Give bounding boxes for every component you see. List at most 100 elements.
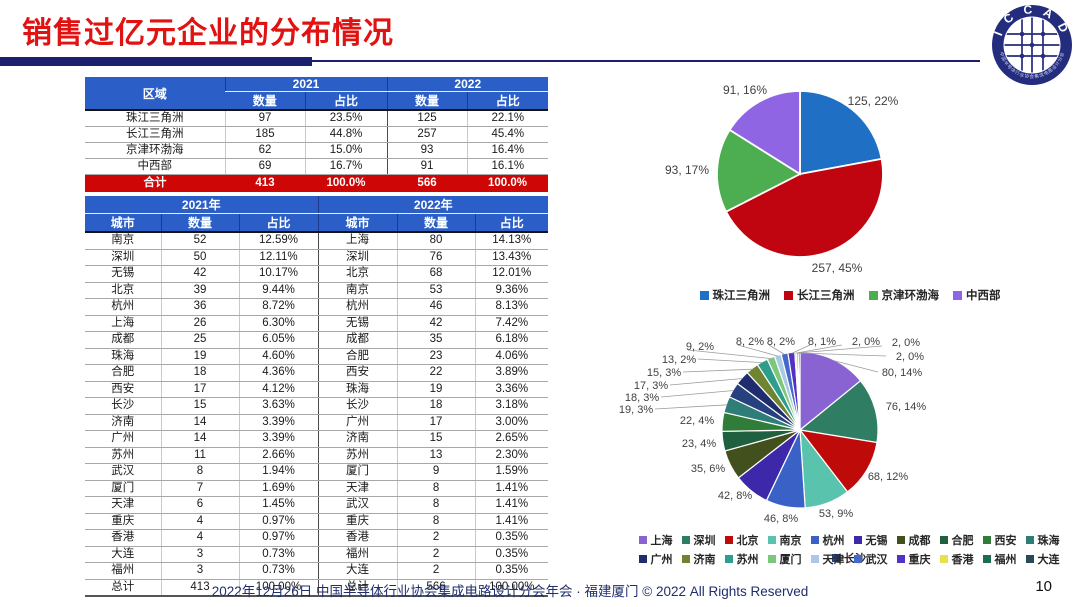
pie-data-label: 2, 0% <box>852 336 880 348</box>
table-cell: 济南 <box>85 414 161 431</box>
legend-item-京津环渤海: 京津环渤海 <box>868 287 940 303</box>
legend-label: 大连 <box>1037 554 1060 566</box>
table-cell: 南京 <box>317 282 398 299</box>
table-cell: 京津环渤海 <box>85 142 225 159</box>
col-subheader: 数量 <box>386 91 468 110</box>
table-cell: 13 <box>396 447 476 464</box>
pie-data-label: 8, 2% <box>767 336 795 348</box>
col-header-2022: 2022 <box>386 77 549 92</box>
city-pie-legend-row1: 上海深圳北京南京杭州无锡成都合肥西安珠海长沙 <box>618 532 1080 566</box>
city-table-row: 大连 3 0.73% 福州 2 0.35% <box>85 546 549 563</box>
table-cell: 2 <box>396 546 476 563</box>
iccad-logo: I C C A D 中国半导体行业协会集成电路设计分会 <box>991 3 1072 85</box>
legend-swatch-icon <box>810 555 819 563</box>
table-cell: 14 <box>160 414 239 431</box>
city-table-row: 杭州 36 8.72% 杭州 46 8.13% <box>85 298 549 316</box>
pie-data-label: 80, 14% <box>882 367 923 379</box>
pie-data-label: 18, 3% <box>625 392 659 404</box>
table-cell: 100.0% <box>305 174 388 192</box>
legend-label: 重庆 <box>908 554 931 566</box>
city-table-row: 天津 6 1.45% 武汉 8 1.41% <box>85 496 549 514</box>
legend-label: 南京 <box>779 535 802 547</box>
col-subheader: 数量 <box>225 91 305 110</box>
table-cell: 福州 <box>85 562 161 580</box>
table-cell: 3.39% <box>238 430 319 448</box>
page-title: 销售过亿元企业的分布情况 <box>22 17 394 50</box>
table-cell: 3.63% <box>238 397 319 415</box>
table-cell: 重庆 <box>85 513 161 530</box>
legend-item-西安: 西安 <box>982 532 1017 548</box>
region-distribution-table: 区域 2021 2022 数量 占比 数量 占比 珠江三角洲 97 23.5% 125 22.1%… <box>85 77 549 192</box>
pie-label-leader-line <box>697 358 763 363</box>
table-cell: 2.65% <box>474 430 549 448</box>
legend-item-珠江三角洲: 珠江三角洲 <box>699 287 770 303</box>
region-table-row: 珠江三角洲 97 23.5% 125 22.1% <box>85 109 549 127</box>
logo-circuit-dots <box>1019 31 1046 59</box>
table-cell: 香港 <box>85 529 161 547</box>
pie-slice-珠江三角洲 <box>799 90 883 176</box>
city-table-row: 广州 14 3.39% 济南 15 2.65% <box>85 430 549 448</box>
table-cell: 185 <box>224 126 305 143</box>
pie-data-label: 22, 4% <box>680 415 714 427</box>
table-cell: 23 <box>396 348 476 365</box>
legend-label: 厦门 <box>779 554 802 566</box>
table-cell: 天津 <box>85 496 161 514</box>
city-table-row: 合肥 18 4.36% 西安 22 3.89% <box>85 364 549 382</box>
col-header-2021-year: 2021年 <box>85 196 319 214</box>
table-cell: 16.4% <box>466 142 549 159</box>
city-table-row: 深圳 50 12.11% 深圳 76 13.43% <box>85 249 549 266</box>
col-subheader: 城市 <box>317 213 398 232</box>
legend-item-成都: 成都 <box>896 532 931 548</box>
legend-swatch-icon <box>853 555 862 563</box>
legend-label: 京津环渤海 <box>881 290 940 302</box>
legend-swatch-icon <box>724 555 733 563</box>
table-cell: 42 <box>396 315 476 332</box>
city-table-row: 苏州 11 2.66% 苏州 13 2.30% <box>85 447 549 464</box>
legend-item-南京: 南京 <box>767 532 802 548</box>
table-cell: 100.00% <box>474 579 549 597</box>
legend-swatch-icon <box>896 536 905 544</box>
table-cell: 1.59% <box>474 463 549 481</box>
legend-item-无锡: 无锡 <box>853 532 888 548</box>
table-cell: 西安 <box>85 381 161 398</box>
table-cell: 80 <box>396 231 476 250</box>
table-cell: 14.13% <box>474 231 549 250</box>
table-cell: 100.0% <box>467 174 549 192</box>
city-distribution-table: 2021年 2022年 城市 数量 占比 城市 数量 占比 南京 52 12.59% 上海 80 14.… <box>85 196 549 597</box>
table-cell: 2.66% <box>238 447 319 464</box>
table-cell: 0.73% <box>238 562 319 580</box>
table-cell: 3.18% <box>474 397 549 415</box>
table-cell: 深圳 <box>317 249 398 266</box>
table-cell: 厦门 <box>317 463 398 481</box>
pie-data-label: 9, 2% <box>686 341 714 353</box>
table-cell: 4.06% <box>474 348 549 365</box>
table-cell: 6.05% <box>238 331 319 349</box>
table-cell: 8 <box>160 463 239 481</box>
city-table-row: 无锡 42 10.17% 北京 68 12.01% <box>85 265 549 283</box>
pie-data-label: 15, 3% <box>647 367 681 379</box>
city-table-row: 上海 26 6.30% 无锡 42 7.42% <box>85 315 549 332</box>
legend-swatch-icon <box>939 536 948 544</box>
table-cell: 天津 <box>317 480 398 497</box>
table-cell: 4.12% <box>238 381 319 398</box>
table-cell: 12.11% <box>238 249 319 266</box>
city-table-row: 香港 4 0.97% 香港 2 0.35% <box>85 529 549 547</box>
table-cell: 1.69% <box>238 480 319 497</box>
table-cell: 上海 <box>85 315 161 332</box>
legend-item-武汉: 武汉 <box>853 551 888 567</box>
legend-label: 成都 <box>908 535 931 547</box>
col-header-2022-year: 2022年 <box>317 196 549 214</box>
table-cell: 大连 <box>85 546 161 563</box>
table-cell: 93 <box>386 142 468 159</box>
table-cell: 总计 <box>85 579 161 597</box>
region-table-row: 中西部 69 16.7% 91 16.1% <box>85 158 549 175</box>
table-cell: 1.94% <box>238 463 319 481</box>
legend-label: 无锡 <box>865 535 888 547</box>
table-cell: 武汉 <box>85 463 161 481</box>
table-cell: 0.97% <box>238 529 319 547</box>
table-cell: 7 <box>160 480 239 497</box>
table-cell: 成都 <box>317 331 398 349</box>
pie-label-leader-line <box>687 349 772 359</box>
legend-label: 苏州 <box>736 554 759 566</box>
legend-label: 中西部 <box>966 290 1001 302</box>
